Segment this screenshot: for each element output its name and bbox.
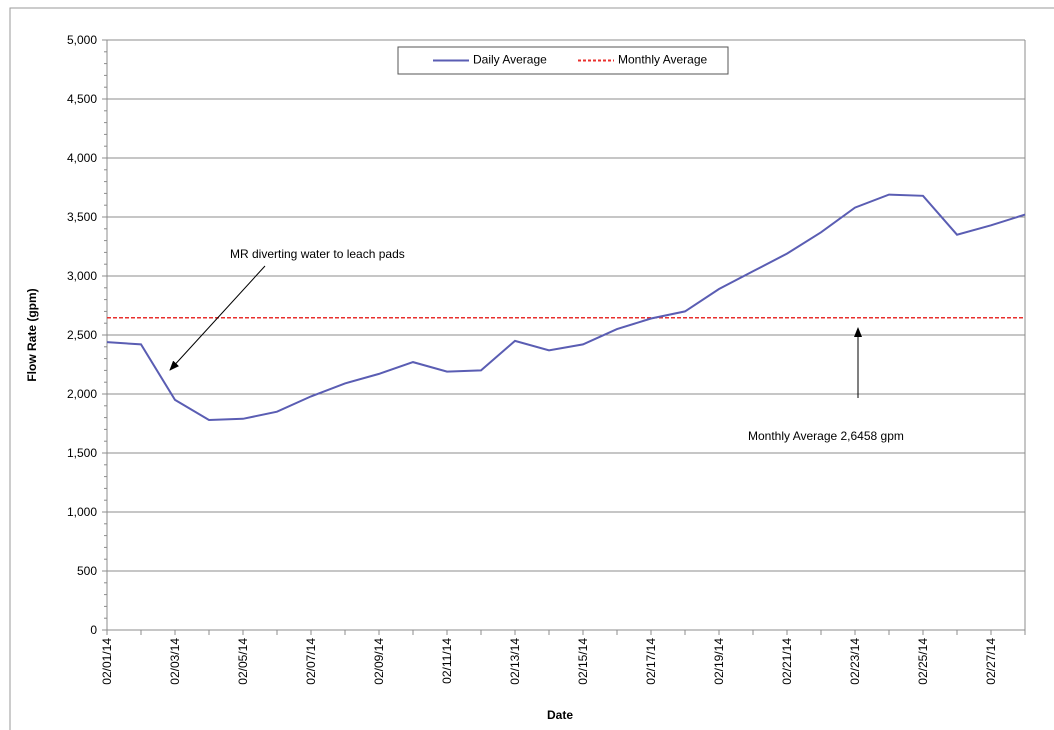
x-tick-label: 02/01/14 bbox=[100, 638, 114, 685]
x-tick-label: 02/11/14 bbox=[440, 638, 454, 684]
y-tick-label: 1,000 bbox=[67, 505, 97, 519]
y-tick-label: 5,000 bbox=[67, 33, 97, 47]
y-tick-label: 0 bbox=[90, 623, 97, 637]
x-tick-label: 02/25/14 bbox=[916, 638, 930, 685]
x-tick-label: 02/23/14 bbox=[848, 638, 862, 685]
y-tick-label: 2,000 bbox=[67, 387, 97, 401]
x-tick-label: 02/03/14 bbox=[168, 638, 182, 685]
x-tick-label: 02/05/14 bbox=[236, 638, 250, 685]
x-axis-title: Date bbox=[547, 708, 573, 722]
annotation: MR diverting water to leach pads bbox=[230, 247, 405, 261]
x-tick-label: 02/19/14 bbox=[712, 638, 726, 685]
frame bbox=[9, 7, 1054, 730]
x-tick-label: 02/17/14 bbox=[644, 638, 658, 685]
x-tick-label: 02/09/14 bbox=[372, 638, 386, 685]
series-line bbox=[106, 193, 1026, 422]
y-tick-label: 4,000 bbox=[67, 151, 97, 165]
y-tick-label: 2,500 bbox=[67, 328, 97, 342]
x-tick-label: 02/27/14 bbox=[984, 638, 998, 685]
x-tick-label: 02/21/14 bbox=[780, 638, 794, 685]
annotation: Monthly Average 2,6458 gpm bbox=[748, 429, 904, 443]
x-tick-label: 02/13/14 bbox=[508, 638, 522, 685]
y-tick-label: 3,000 bbox=[67, 269, 97, 283]
y-tick-label: 4,500 bbox=[67, 92, 97, 106]
legend-label: Monthly Average bbox=[618, 53, 707, 67]
y-tick-label: 1,500 bbox=[67, 446, 97, 460]
x-tick-label: 02/07/14 bbox=[304, 638, 318, 685]
y-tick-label: 3,500 bbox=[67, 210, 97, 224]
annotation-arrow bbox=[169, 265, 266, 371]
y-axis-title: Flow Rate (gpm) bbox=[25, 288, 39, 381]
y-tick-label: 500 bbox=[77, 564, 97, 578]
legend-label: Daily Average bbox=[473, 53, 547, 67]
x-tick-label: 02/15/14 bbox=[576, 638, 590, 685]
